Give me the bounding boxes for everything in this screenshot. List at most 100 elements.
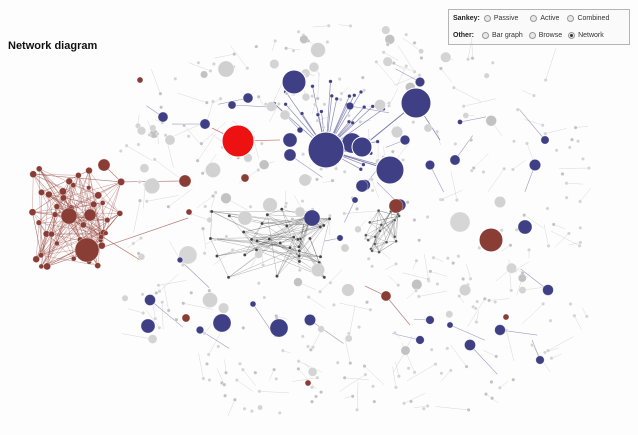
network-node[interactable]: [141, 310, 146, 315]
network-node[interactable]: [310, 42, 326, 58]
network-node[interactable]: [421, 406, 426, 411]
network-node[interactable]: [526, 247, 531, 252]
network-node[interactable]: [291, 220, 296, 225]
network-node[interactable]: [381, 50, 386, 55]
network-node[interactable]: [419, 55, 424, 60]
network-node[interactable]: [213, 190, 218, 195]
network-node[interactable]: [440, 197, 445, 202]
network-node[interactable]: [374, 59, 379, 64]
network-node[interactable]: [393, 385, 398, 390]
network-node[interactable]: [451, 261, 456, 266]
network-node[interactable]: [517, 273, 527, 283]
network-node[interactable]: [97, 158, 111, 172]
network-node[interactable]: [54, 240, 60, 247]
network-node[interactable]: [306, 295, 311, 300]
network-node[interactable]: [272, 367, 277, 372]
network-node[interactable]: [474, 319, 479, 324]
network-node[interactable]: [295, 237, 300, 242]
network-node[interactable]: [381, 25, 391, 35]
network-node[interactable]: [75, 172, 82, 179]
network-node[interactable]: [490, 396, 495, 401]
network-node[interactable]: [346, 119, 352, 124]
network-node[interactable]: [439, 371, 444, 376]
network-node[interactable]: [411, 120, 416, 125]
network-node[interactable]: [350, 394, 355, 399]
network-node[interactable]: [117, 177, 126, 186]
network-node[interactable]: [325, 39, 330, 44]
other-network-option[interactable]: Network: [568, 32, 604, 39]
network-node[interactable]: [245, 66, 250, 71]
network-node[interactable]: [408, 399, 413, 404]
network-node[interactable]: [435, 281, 440, 286]
network-node[interactable]: [415, 335, 425, 345]
network-node[interactable]: [217, 60, 235, 78]
network-node[interactable]: [256, 94, 261, 99]
network-node[interactable]: [384, 34, 396, 45]
network-node[interactable]: [258, 159, 270, 170]
network-node[interactable]: [485, 115, 497, 127]
network-node[interactable]: [118, 149, 123, 154]
network-node[interactable]: [305, 344, 310, 349]
network-node[interactable]: [584, 314, 589, 319]
network-node[interactable]: [255, 238, 260, 243]
network-node[interactable]: [400, 87, 432, 119]
network-node[interactable]: [274, 376, 279, 381]
network-node[interactable]: [238, 361, 243, 366]
network-node[interactable]: [510, 167, 515, 172]
network-node[interactable]: [342, 169, 347, 174]
network-node[interactable]: [181, 313, 191, 323]
network-node[interactable]: [431, 255, 436, 260]
network-node[interactable]: [241, 230, 246, 234]
network-node[interactable]: [232, 52, 237, 57]
network-node[interactable]: [85, 166, 93, 175]
network-node[interactable]: [454, 198, 459, 203]
network-node[interactable]: [86, 185, 92, 191]
network-node[interactable]: [274, 313, 279, 318]
network-node[interactable]: [339, 91, 344, 96]
network-node[interactable]: [551, 222, 556, 227]
network-node[interactable]: [209, 209, 214, 214]
network-node[interactable]: [470, 56, 475, 61]
network-node[interactable]: [284, 46, 289, 51]
network-node[interactable]: [174, 317, 179, 322]
network-node[interactable]: [283, 102, 288, 107]
network-node[interactable]: [282, 132, 298, 148]
network-node[interactable]: [283, 148, 297, 162]
network-node[interactable]: [335, 360, 340, 365]
network-node[interactable]: [522, 213, 527, 218]
network-node[interactable]: [453, 141, 458, 146]
network-node[interactable]: [139, 236, 144, 241]
network-node[interactable]: [232, 397, 237, 402]
network-node[interactable]: [276, 101, 281, 106]
network-node[interactable]: [578, 240, 583, 245]
network-node[interactable]: [99, 200, 106, 206]
network-node[interactable]: [70, 182, 77, 189]
network-node[interactable]: [293, 277, 303, 287]
network-node[interactable]: [357, 325, 362, 330]
network-node[interactable]: [566, 231, 571, 236]
network-node[interactable]: [346, 113, 351, 118]
network-node[interactable]: [215, 254, 219, 258]
network-node[interactable]: [207, 377, 212, 382]
network-node[interactable]: [404, 64, 409, 69]
network-node[interactable]: [374, 99, 386, 111]
network-node[interactable]: [181, 301, 186, 306]
network-node[interactable]: [493, 299, 498, 304]
network-node[interactable]: [546, 243, 551, 248]
network-node[interactable]: [254, 249, 264, 259]
network-node[interactable]: [74, 237, 100, 263]
network-node[interactable]: [315, 112, 321, 117]
network-node[interactable]: [396, 374, 401, 379]
network-node[interactable]: [275, 274, 279, 279]
network-node[interactable]: [269, 318, 289, 338]
network-node[interactable]: [416, 294, 421, 299]
network-node[interactable]: [154, 290, 159, 295]
network-node[interactable]: [296, 244, 301, 249]
network-node[interactable]: [564, 181, 569, 186]
network-node[interactable]: [309, 385, 314, 390]
network-node[interactable]: [363, 372, 368, 377]
network-node[interactable]: [51, 211, 59, 218]
network-node[interactable]: [531, 93, 536, 98]
network-node[interactable]: [159, 105, 164, 110]
network-node[interactable]: [221, 124, 255, 158]
